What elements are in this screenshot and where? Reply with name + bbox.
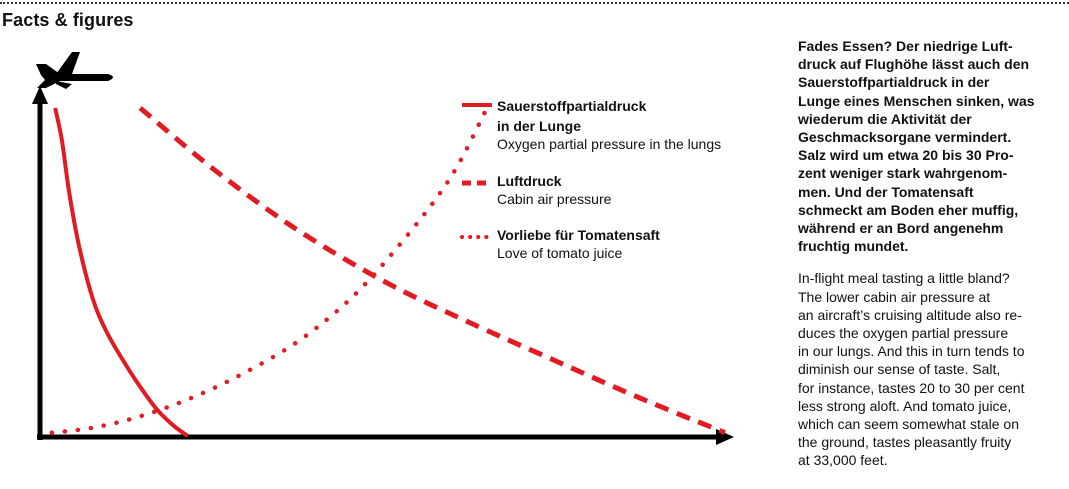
legend-label-de: Luftdruck: [497, 173, 562, 189]
legend-item-oxygen: Sauerstoffpartialdruck in der Lunge Oxyg…: [462, 98, 721, 152]
legend-label-en: Cabin air pressure: [497, 191, 612, 207]
legend: Sauerstoffpartialdruck in der Lunge Oxyg…: [460, 98, 721, 261]
article-text-german: Fades Essen? Der niedrige Luft- druck au…: [798, 38, 1035, 255]
legend-label-en: Love of tomato juice: [497, 245, 623, 261]
legend-item-tomato-juice: Vorliebe für Tomatensaft Love of tomato …: [460, 227, 660, 261]
airplane-icon: [36, 52, 113, 89]
series-layer: [49, 105, 726, 438]
line-chart: Sauerstoffpartialdruck in der Lunge Oxyg…: [32, 52, 734, 445]
series-line-oxygen-partial-pressure: [53, 107, 189, 438]
article-text: Fades Essen? Der niedrige Luft- druck au…: [798, 37, 1060, 470]
legend-item-air-pressure: Luftdruck Cabin air pressure: [462, 173, 612, 207]
page-title: Facts & figures: [2, 10, 134, 30]
legend-label-de: Vorliebe für Tomatensaft: [497, 227, 660, 243]
series-line-cabin-air-pressure: [138, 106, 726, 436]
legend-label-de: Sauerstoffpartialdruck: [497, 98, 647, 114]
legend-label-de-line2: in der Lunge: [497, 118, 581, 134]
y-axis-arrowhead: [32, 86, 48, 104]
article-text-english: In-flight meal tasting a little bland? T…: [798, 270, 1025, 469]
header-dotted-rule: [0, 2, 1069, 4]
legend-label-en: Oxygen partial pressure in the lungs: [497, 136, 721, 152]
series-line-tomato-juice-preference: [49, 105, 490, 435]
